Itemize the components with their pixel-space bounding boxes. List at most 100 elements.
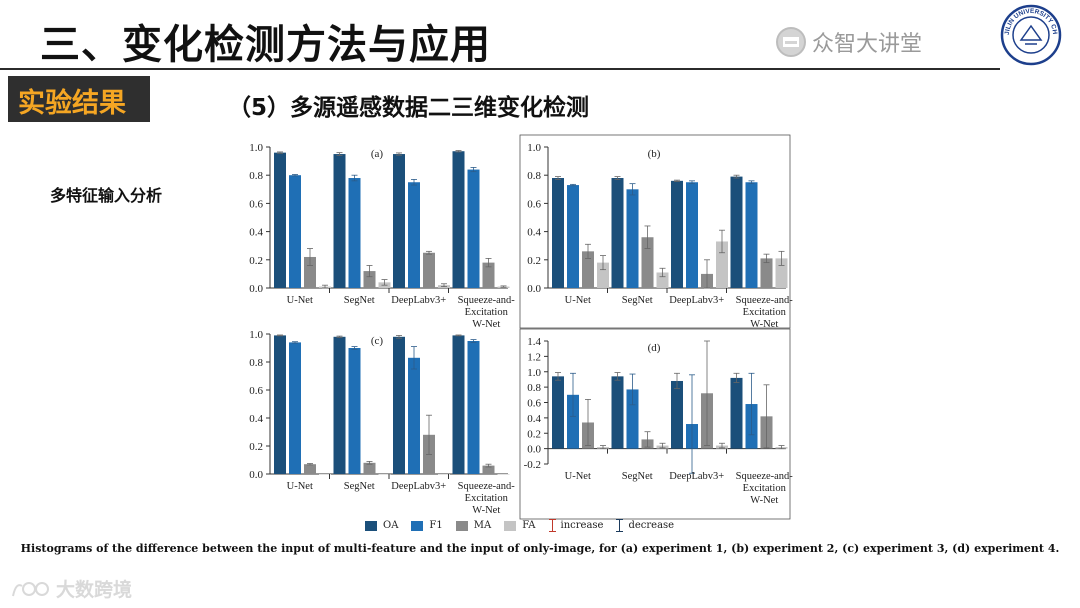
bar-a-se-wnet-ma	[482, 262, 495, 288]
bar-c-segnet-ma	[363, 462, 376, 474]
legend-label-f1: F1	[429, 520, 443, 531]
bar-a-segnet-f1	[348, 178, 361, 288]
legend-swatch-f1	[411, 520, 424, 531]
y-tick-label: 0.6	[527, 198, 541, 210]
y-tick-label: 1.0	[249, 329, 263, 341]
y-tick-label: 0.0	[249, 469, 263, 481]
x-tick-label-unet: U-Net	[565, 471, 591, 482]
x-tick-label-segnet: SegNet	[344, 295, 375, 306]
brand-name: 众智大讲堂	[812, 32, 923, 57]
bar-c-segnet-f1	[348, 348, 361, 474]
watermark-text: 大数跨境	[56, 579, 133, 601]
bar-c-se-wnet-oa	[452, 335, 465, 474]
bar-a-unet-oa	[274, 152, 286, 288]
x-tick-label-segnet: SegNet	[344, 481, 375, 492]
bar-a-deeplabv3-oa	[393, 154, 405, 288]
legend-item-increase: increase	[548, 519, 604, 532]
y-tick-label: 0.2	[249, 255, 263, 267]
chart-legend: OA F1 MA FA increase decrease	[365, 519, 687, 532]
y-tick-label: 0.0	[249, 283, 263, 295]
legend-item-fa: FA	[504, 520, 536, 531]
x-tick-label-se-wnet: Squeeze-and-Excitation W-Net	[736, 471, 794, 506]
watermark: 大数跨境	[10, 575, 132, 602]
chart-panel-d: -0.2 0.0 0.2 0.4 0.6 0.8 1.0 1.2 1.4 (d) U-Net SegN…	[519, 328, 794, 520]
bar-b-unet-fa	[597, 262, 609, 288]
legend-item-ma: MA	[455, 520, 491, 531]
x-tick-label-unet: U-Net	[565, 295, 591, 306]
bar-a-segnet-oa	[333, 154, 346, 288]
bar-c-deeplabv3-oa	[393, 336, 405, 474]
bar-d-unet-f1	[567, 394, 579, 449]
brand-logo: 众智大讲堂	[776, 26, 922, 58]
chart-panel-c: 0.0 0.2 0.4 0.6 0.8 1.0 (c) U-Net SegNet DeepLabv…	[249, 329, 515, 516]
y-tick-label: 1.0	[249, 142, 263, 154]
bar-b-segnet-ma	[641, 237, 654, 288]
bar-a-deeplabv3-ma	[423, 252, 435, 288]
bar-a-se-wnet-f1	[467, 169, 480, 288]
university-seal-icon: JILIN UNIVERSITY CHINA	[1000, 4, 1062, 66]
y-tick-label: 1.0	[527, 142, 541, 154]
legend-item-f1: F1	[411, 520, 443, 531]
y-tick-label: 0.0	[527, 283, 541, 295]
section-subtitle: （5）多源遥感数据二三维变化检测	[228, 95, 590, 121]
bar-d-unet-oa	[552, 376, 564, 449]
title-divider	[0, 68, 1000, 70]
bar-c-segnet-oa	[333, 336, 346, 474]
bar-c-se-wnet-fa	[497, 474, 510, 475]
bar-d-segnet-oa	[611, 376, 624, 449]
bar-a-deeplabv3-f1	[408, 182, 420, 288]
x-tick-label-se-wnet: Squeeze-and-Excitation W-Net	[458, 481, 516, 516]
legend-label-oa: OA	[383, 520, 399, 531]
panel-frame-d	[519, 328, 791, 520]
x-tick-label-se-wnet: Squeeze-and-Excitation W-Net	[736, 295, 794, 330]
section-badge-label: 实验结果	[18, 88, 126, 119]
y-tick-label: 1.0	[527, 367, 541, 379]
bar-c-se-wnet-f1	[467, 341, 480, 474]
bar-b-segnet-oa	[611, 178, 624, 288]
bar-b-deeplabv3-oa	[671, 180, 683, 288]
bar-b-unet-f1	[567, 185, 579, 288]
y-tick-label: 1.2	[527, 351, 541, 363]
bar-b-segnet-f1	[626, 189, 639, 288]
x-tick-label-segnet: SegNet	[622, 295, 653, 306]
y-tick-label: 0.6	[249, 198, 263, 210]
bar-b-unet-ma	[582, 251, 594, 288]
figure-caption: Histograms of the difference between the…	[20, 542, 1060, 555]
bar-c-deeplabv3-fa	[438, 474, 450, 475]
bar-d-segnet-f1	[626, 389, 639, 449]
legend-label-decrease: decrease	[628, 520, 675, 531]
y-tick-label: 0.2	[527, 428, 541, 440]
bar-b-unet-oa	[552, 178, 564, 288]
slide-title: 三、变化检测方法与应用	[40, 22, 491, 68]
y-tick-label: -0.2	[524, 459, 541, 471]
bar-c-unet-f1	[289, 342, 301, 474]
panel-label-d: (d)	[648, 342, 661, 354]
panel-frame-b	[519, 134, 791, 329]
panel-label-c: (c)	[371, 335, 384, 347]
legend-item-decrease: decrease	[616, 519, 674, 532]
bar-a-se-wnet-oa	[452, 151, 465, 288]
y-tick-label: 0.4	[249, 227, 263, 239]
bar-d-se-wnet-oa	[730, 377, 743, 449]
watermark-logo-icon	[12, 581, 49, 596]
x-tick-label-unet: U-Net	[287, 295, 313, 306]
bar-c-segnet-fa	[378, 474, 391, 475]
y-tick-label: 0.8	[249, 170, 263, 182]
legend-swatch-fa	[504, 520, 517, 531]
legend-item-oa: OA	[365, 520, 398, 531]
side-label: 多特征输入分析	[50, 186, 163, 205]
y-tick-label: 0.4	[527, 413, 541, 425]
bar-b-se-wnet-oa	[730, 176, 743, 288]
bar-c-unet-oa	[274, 335, 286, 474]
x-tick-label-deeplabv3: DeepLabv3+	[391, 481, 446, 492]
bar-a-unet-ma	[304, 256, 316, 288]
legend-label-increase: increase	[560, 520, 604, 531]
x-tick-label-deeplabv3: DeepLabv3+	[669, 295, 724, 306]
y-tick-label: 0.0	[527, 444, 541, 456]
x-tick-label-segnet: SegNet	[622, 471, 653, 482]
y-tick-label: 0.8	[527, 170, 541, 182]
bar-c-unet-ma	[304, 464, 316, 474]
bar-b-se-wnet-ma	[760, 258, 773, 288]
x-tick-label-unet: U-Net	[287, 481, 313, 492]
y-tick-label: 0.8	[527, 382, 541, 394]
